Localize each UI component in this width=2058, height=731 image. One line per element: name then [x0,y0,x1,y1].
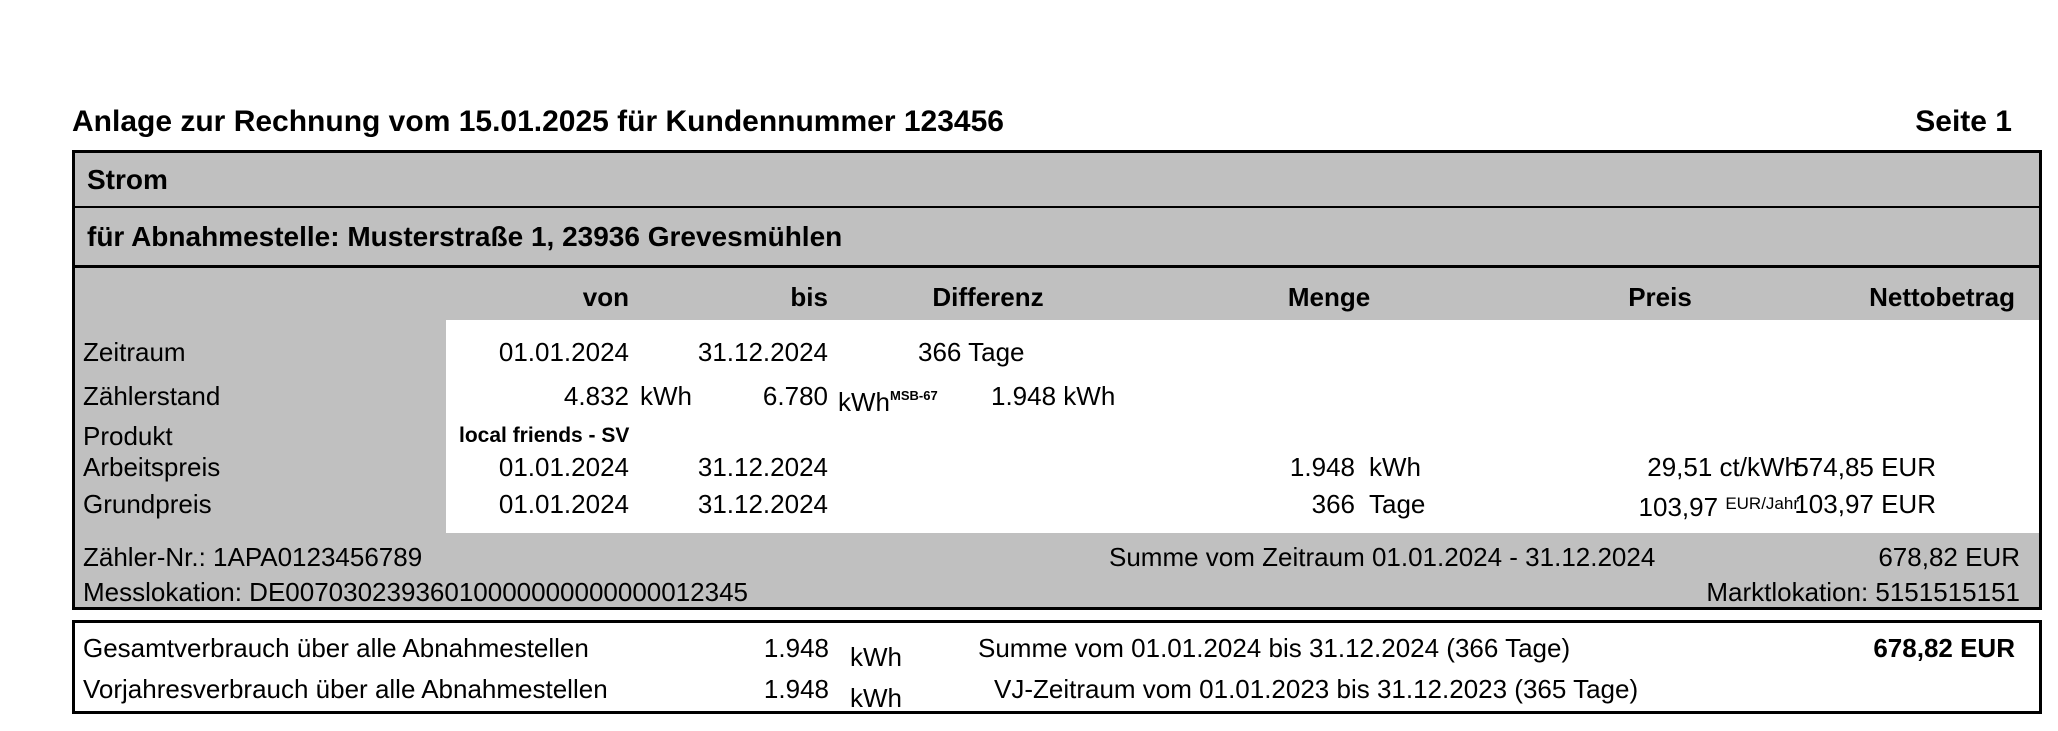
cell-arbeitspreis-menge-unit: kWh [1369,452,1421,482]
col-header-nettobetrag: Nettobetrag [1869,282,2015,312]
grundpreis-preis-value: 103,97 [1638,492,1719,522]
totals-box: Gesamtverbrauch über alle Abnahmestellen… [72,620,2042,714]
cell-produkt-value: local friends - SV [459,424,630,447]
cell-arbeitspreis-menge: 1.948 [1289,452,1355,482]
section-band-strom: Strom [75,153,2039,208]
cell-grundpreis-netto: 103,97 EUR [1794,489,1936,519]
period-total-value: 678,82 EUR [1878,542,2020,572]
page-number: Seite 1 [1915,105,2012,138]
cell-zaehlerstand-von: 4.832 [563,381,629,411]
cell-arbeitspreis-preis: 29,51 ct/kWh [1525,450,1799,484]
arbeitspreis-preis-unit: ct/kWh [1719,452,1799,482]
total-consumption-period: Summe vom 01.01.2024 bis 31.12.2024 (366… [978,633,1571,663]
delivery-point-label: für Abnahmestelle: Musterstraße 1, 23936… [87,220,843,252]
cell-grundpreis-preis: 103,97 EUR/Jahr [1525,487,1799,524]
col-header-differenz: Differenz [932,282,1044,312]
cell-grundpreis-menge-unit: Tage [1369,489,1426,519]
grundpreis-preis-unit: EUR/Jahr [1725,494,1799,513]
cell-grundpreis-bis: 31.12.2024 [697,489,828,519]
total-consumption-amount: 678,82 EUR [1873,633,2015,663]
row-label-zeitraum: Zeitraum [83,337,186,367]
cell-zeitraum-bis: 31.12.2024 [697,337,828,367]
title-row: Anlage zur Rechnung vom 15.01.2025 für K… [72,105,2012,147]
total-consumption-value: 1.948 [763,633,829,663]
arbeitspreis-preis-value: 29,51 [1647,452,1713,482]
row-label-grundpreis: Grundpreis [83,489,212,519]
cell-zaehlerstand-bis: 6.780 [762,381,828,411]
cell-zaehlerstand-bis-unit: kWhMSB-67 [838,379,938,419]
previous-year-label: Vorjahresverbrauch über alle Abnahmestel… [83,674,608,704]
previous-year-unit: kWh [850,683,902,713]
total-consumption-label: Gesamtverbrauch über alle Abnahmestellen [83,633,589,663]
period-total-label: Summe vom Zeitraum 01.01.2024 - 31.12.20… [1109,542,1656,572]
col-header-von: von [582,282,629,312]
cell-arbeitspreis-von: 01.01.2024 [498,452,629,482]
cell-zaehlerstand-von-unit: kWh [640,381,692,411]
cell-grundpreis-von: 01.01.2024 [498,489,629,519]
cell-zeitraum-differenz: 366 Tage [918,337,1025,367]
row-label-produkt: Produkt [83,421,173,451]
row-label-zaehlerstand: Zählerstand [83,381,221,411]
cell-arbeitspreis-netto: 574,85 EUR [1794,452,1936,482]
col-header-menge: Menge [1287,282,1371,312]
table-body: von bis Differenz Menge Preis Nettobetra… [75,268,2039,607]
marktlokation: Marktlokation: 5151515151 [1706,577,2020,607]
section-product-label: Strom [87,163,168,195]
messlokation: Messlokation: DE007030239360100000000000… [83,577,749,607]
data-area-background [446,320,2039,533]
cell-zeitraum-von: 01.01.2024 [498,337,629,367]
bis-unit-text: kWh [838,387,890,417]
col-header-preis: Preis [1628,282,1692,312]
msb-superscript: MSB-67 [890,388,938,403]
row-label-arbeitspreis: Arbeitspreis [83,452,221,482]
delivery-point-band: für Abnahmestelle: Musterstraße 1, 23936… [75,208,2039,268]
cell-arbeitspreis-bis: 31.12.2024 [697,452,828,482]
cell-zaehlerstand-differenz: 1.948 kWh [991,381,1116,411]
total-consumption-unit: kWh [850,642,902,672]
previous-year-value: 1.948 [763,674,829,704]
meter-number: Zähler-Nr.: 1APA0123456789 [83,542,423,572]
document-title: Anlage zur Rechnung vom 15.01.2025 für K… [72,105,1004,138]
previous-year-period: VJ-Zeitraum vom 01.01.2023 bis 31.12.202… [994,674,1639,704]
col-header-bis: bis [790,282,828,312]
consumption-table: Strom für Abnahmestelle: Musterstraße 1,… [72,150,2042,610]
cell-grundpreis-menge: 366 [1311,489,1355,519]
